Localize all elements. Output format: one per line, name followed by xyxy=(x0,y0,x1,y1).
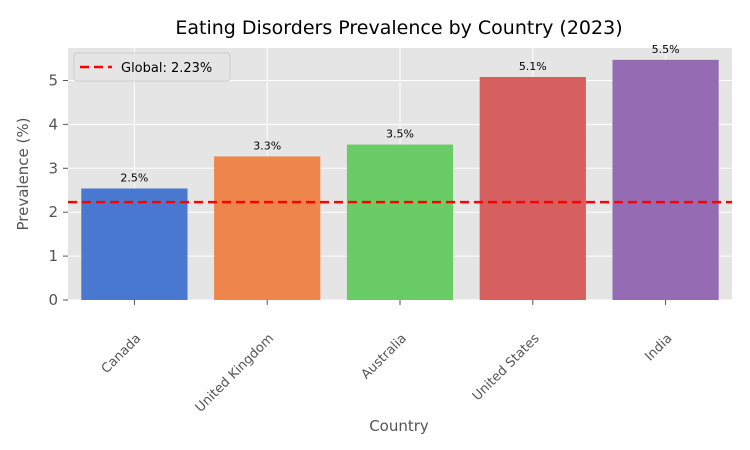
y-tick-label: 4 xyxy=(48,115,58,133)
data-labels: 2.5% 3.3% 3.5% 5.1% 5.5% xyxy=(120,43,679,185)
data-label: 5.1% xyxy=(519,60,547,73)
x-axis-ticks: Canada United Kingdom Australia United Stat… xyxy=(99,300,675,416)
y-tick-label: 3 xyxy=(48,159,58,177)
data-label: 3.5% xyxy=(386,128,414,141)
legend-box xyxy=(73,52,231,82)
bar-united-kingdom xyxy=(214,156,321,300)
data-label: 5.5% xyxy=(652,43,680,56)
bars xyxy=(81,59,719,301)
x-axis-label: Country xyxy=(369,417,429,435)
bar-united-states xyxy=(479,76,586,300)
y-axis-label: Prevalence (%) xyxy=(14,117,32,230)
x-tick-label: United Kingdom xyxy=(193,331,277,415)
y-tick-label: 0 xyxy=(48,291,58,309)
x-tick-label: India xyxy=(642,331,675,364)
x-tick-label: Canada xyxy=(99,331,145,377)
x-tick-label: Australia xyxy=(359,331,410,382)
x-tick-label: United States xyxy=(470,331,543,404)
y-tick-label: 5 xyxy=(48,71,58,89)
y-tick-label: 1 xyxy=(48,247,58,265)
legend-entry-global: Global: 2.23% xyxy=(121,61,212,76)
y-tick-label: 2 xyxy=(48,203,58,221)
data-label: 2.5% xyxy=(120,171,148,184)
bar-australia xyxy=(346,144,454,300)
y-axis-ticks: 0 1 2 3 4 5 xyxy=(48,71,68,309)
data-label: 3.3% xyxy=(253,139,281,152)
bar-india xyxy=(612,59,719,301)
legend: Global: 2.23% xyxy=(73,52,231,82)
chart-title: Eating Disorders Prevalence by Country (… xyxy=(175,17,622,39)
bar-canada xyxy=(81,188,188,300)
